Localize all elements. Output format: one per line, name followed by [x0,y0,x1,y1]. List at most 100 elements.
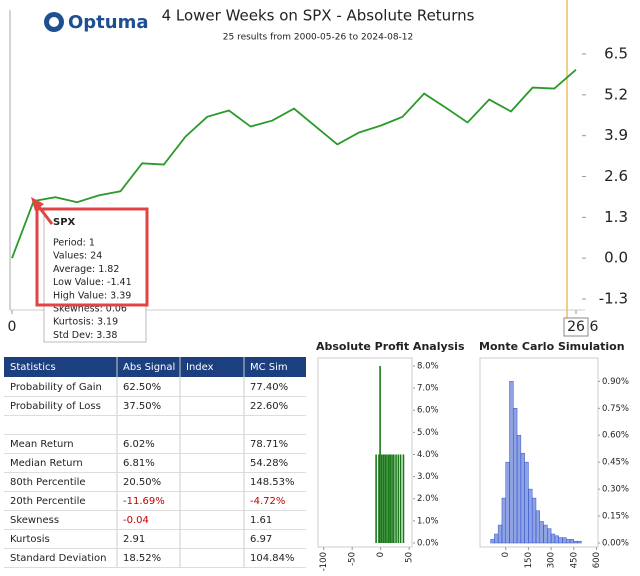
bar [516,434,522,544]
tooltip-title: SPX [53,217,76,228]
x-tick-label: 150 [524,552,534,568]
y-tick-label: 2.0% [417,494,439,504]
bar [558,537,563,544]
table-header: MC Sim [250,362,288,373]
tooltip-box [43,207,147,343]
tooltip-line: Std Dev: 3.38 [53,330,117,341]
series-line [11,69,577,259]
chart-title: 4 Lower Weeks on SPX - Absolute Returns [162,7,475,25]
table-cell: -11.69% [123,496,165,507]
bar [490,539,495,544]
bar [531,497,537,544]
y-tick-label: 5.0% [417,428,439,438]
y-tick-label: 1.3 [604,208,628,226]
x-tick-label: 300 [547,552,557,568]
table-header: Index [186,362,214,373]
bar [382,454,385,543]
y-tick-label: 3.0% [417,472,439,482]
bar [520,452,525,544]
bar [513,408,518,544]
table-cell: 80th Percentile [10,477,86,488]
y-tick-label: 0.90% [602,377,629,387]
x-tick-box [563,317,589,337]
y-tick-label: 6.0% [417,406,439,416]
table-cell: 148.53% [250,477,295,488]
arrow-head [31,197,44,211]
bar [543,524,548,544]
y-tick-label: -1.3 [599,290,628,308]
tooltip-line: Values: 24 [53,251,102,262]
bar [505,461,510,544]
tooltip-line: High Value: 3.39 [53,290,131,301]
bar [397,454,400,543]
y-tick-label: 1.0% [417,516,439,526]
x-end-label: 6 [590,319,599,335]
y-tick-label: 0.75% [602,404,629,414]
table-cell: -0.04 [123,515,149,526]
bar [569,539,575,544]
bar [391,454,393,543]
y-tick-label: 0.0% [417,539,439,549]
bar [539,521,544,544]
table-header: Statistics [10,362,56,373]
table-cell: 20.50% [123,477,161,488]
tooltip-line: Low Value: -1.41 [53,277,132,288]
table-cell: 54.28% [250,458,288,469]
panel-title: Monte Carlo Simulation [479,340,625,353]
table-cell: -4.72% [250,496,285,507]
x-tick-label: -50 [348,552,358,566]
tooltip-line: Average: 1.82 [53,264,119,275]
table-cell: Median Return [10,458,83,469]
x-tick-label: 450 [569,552,579,568]
tooltip-line: Kurtosis: 3.19 [53,317,118,328]
y-tick-label: 4.0% [417,450,439,460]
table-header: Abs Signal [123,362,175,373]
bar [497,524,503,544]
table-cell: 37.50% [123,401,161,412]
table-cell: Kurtosis [10,534,50,545]
highlight-box [35,207,149,307]
bar [389,454,392,543]
table-cell: 104.84% [250,553,295,564]
bar [384,454,387,543]
bar [379,365,381,543]
y-tick-label: 5.2 [604,85,628,103]
bar [395,454,397,543]
table-cell: 62.50% [123,382,161,393]
bar [524,461,529,544]
bar [547,528,552,544]
table-cell: 2.91 [123,534,145,545]
logo-text: Optuma [68,12,149,33]
panel-title: Absolute Profit Analysis [316,340,465,353]
bar [387,454,390,543]
x-tick-label: 26 [567,319,585,335]
bar [573,540,578,544]
bar [550,533,556,544]
chart-subtitle: 25 results from 2000-05-26 to 2024-08-12 [223,33,414,43]
table-cell: Skewness [10,515,59,526]
y-tick-label: 7.0% [417,384,439,394]
tooltip-line: Skewness: 0.06 [53,304,127,315]
x-tick-label: -100 [319,552,329,571]
bar [399,454,402,543]
bar [554,535,559,544]
table-cell: 6.97 [250,534,272,545]
bar [386,454,388,543]
y-tick-label: 0.60% [602,431,629,441]
y-tick-label: 0.0 [604,249,628,267]
bar [375,454,377,543]
x-tick-label: 0 [376,552,386,557]
logo-icon-hole [49,17,59,27]
bar [381,454,383,543]
y-tick-label: 6.5 [604,44,628,62]
table-cell: Probability of Loss [10,401,101,412]
bar [392,454,395,543]
bar [577,540,582,544]
table-cell: 18.52% [123,553,161,564]
bar [562,537,567,544]
bar [509,381,514,544]
x-tick-label: 0 [501,552,511,557]
bar [501,497,506,544]
bar [378,454,380,543]
table-cell: 20th Percentile [10,496,86,507]
